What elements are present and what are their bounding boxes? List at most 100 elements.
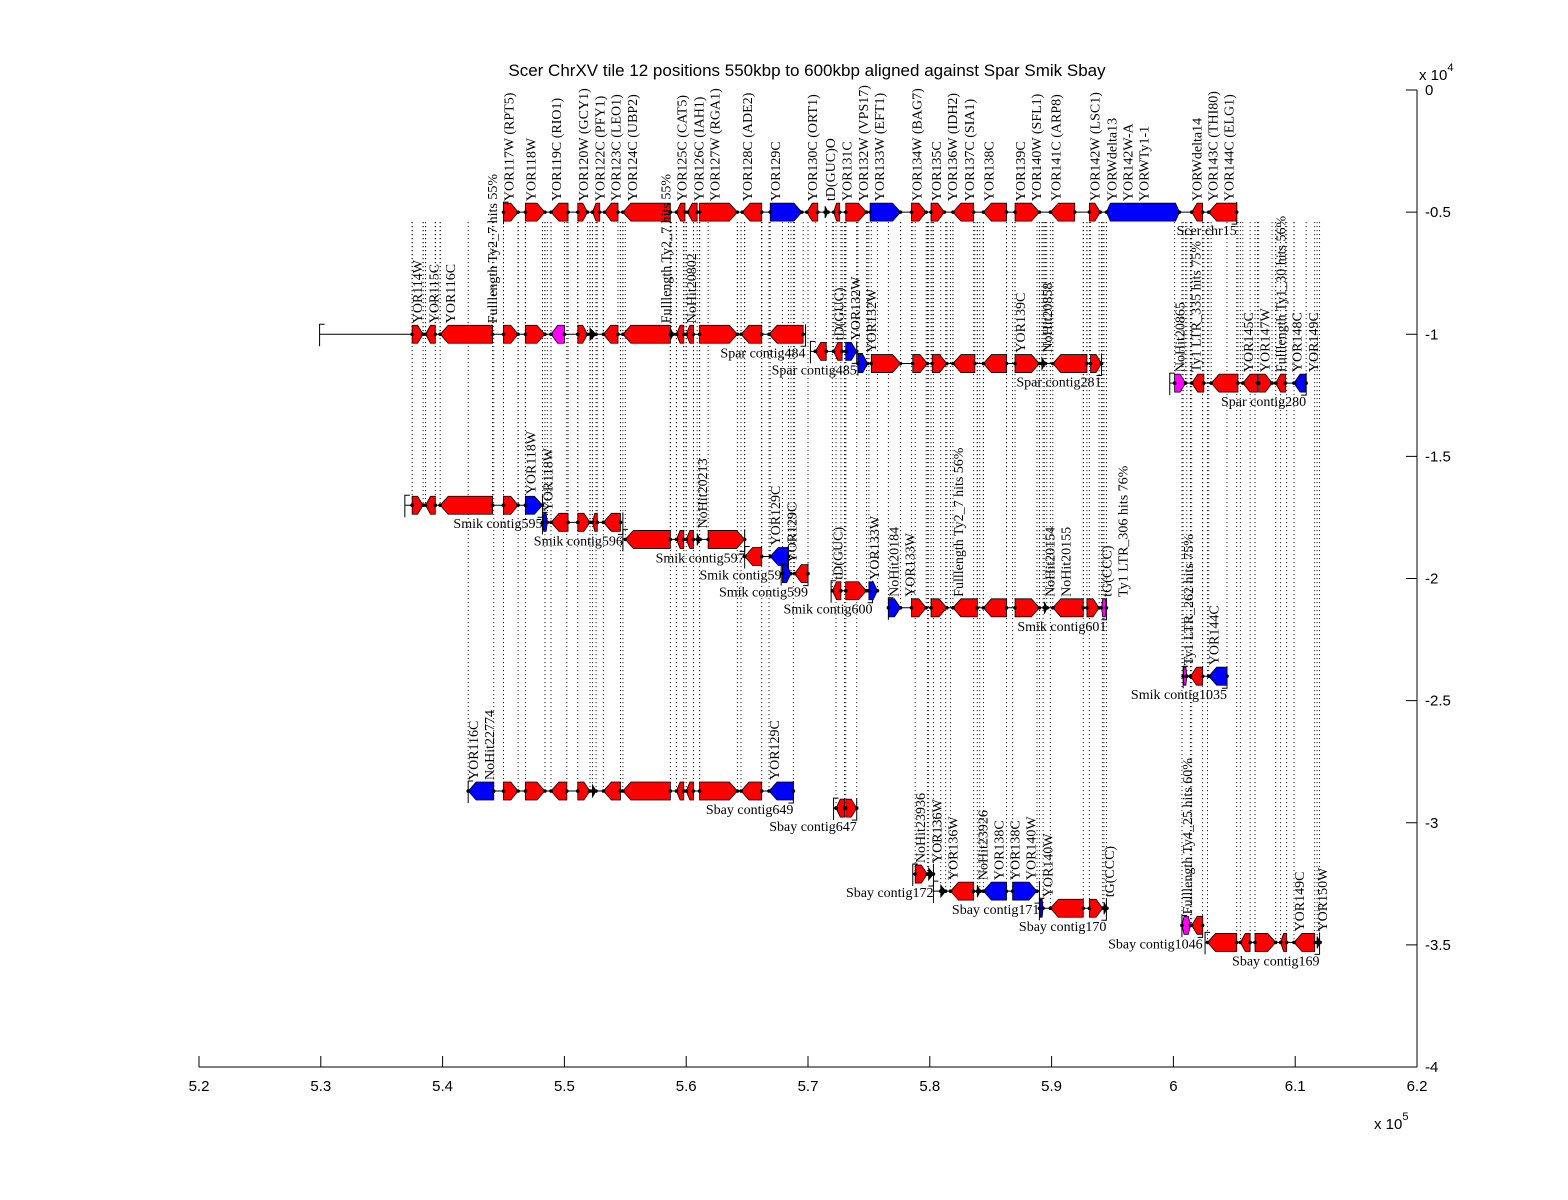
gene-boundary-dot — [759, 210, 764, 214]
gene-arrow — [550, 781, 568, 801]
gene-boundary-dot — [668, 210, 673, 214]
gene-boundary-dot — [909, 606, 914, 610]
x-tick-label: 5.8 — [919, 1078, 940, 1095]
gene-boundary-dot — [1278, 940, 1283, 945]
gene-arrow — [1189, 666, 1204, 686]
gene-boundary-dot — [1004, 889, 1009, 893]
contig-start-bracket — [932, 880, 939, 904]
gene-arrow — [622, 781, 671, 801]
contig-start-bracket — [1182, 665, 1189, 689]
contig-sbay-contig649: Sbay contig649 YOR116C NoHit22774 YOR129C — [466, 710, 796, 818]
gene-arrow — [1088, 202, 1101, 222]
gene-boundary-dot — [1072, 210, 1077, 214]
gene-boundary-dot — [834, 806, 838, 810]
gene-boundary-dot — [674, 210, 679, 214]
gene-boundary-dot — [739, 789, 743, 793]
gene-boundary-dot — [843, 588, 848, 593]
x-tick-label: 5.3 — [310, 1078, 331, 1095]
gene-boundary-dot — [1253, 940, 1257, 945]
gene-boundary-dot — [516, 210, 520, 214]
contig-spar-contig281: Spar contig281 YOR132W YOR139C NoHit20858 — [856, 283, 1104, 391]
gene-boundary-dot — [684, 789, 688, 793]
contig-spar-contig280: Spar contig280 NoHit20865 Ty1 LTR_335 hits… — [1169, 215, 1322, 410]
gene-boundary-dot — [590, 789, 595, 793]
gene-boundary-dot — [566, 210, 570, 214]
gene-arrow — [914, 864, 928, 884]
gene-boundary-dot — [565, 789, 569, 793]
gene-arrow — [602, 324, 619, 344]
gene-label: YOR138C — [1008, 820, 1023, 880]
contig-smik-contig601: Smik contig601 NoHit20184 YOR133W Fulllengt… — [886, 447, 1132, 635]
gene-boundary-dot — [1037, 606, 1042, 610]
gene-boundary-dot — [867, 588, 871, 593]
gene-arrow — [1090, 354, 1103, 373]
gene-boundary-dot — [791, 789, 796, 793]
y-tick-label: 0 — [1425, 82, 1433, 99]
gene-label: YOR128C (ADE2) — [741, 92, 756, 201]
gene-label: YOR118W — [524, 137, 539, 201]
gene-arrow — [1105, 202, 1180, 222]
gene-label: YOR144C — [1208, 605, 1223, 665]
gene-boundary-dot — [929, 606, 933, 610]
contig-start-bracket — [1181, 914, 1187, 938]
gene-boundary-dot — [1200, 923, 1205, 928]
gene-label: YOR140W — [1041, 833, 1056, 898]
gene-label: tD(GUC) — [833, 287, 848, 340]
gene-label: YOR116C — [467, 721, 482, 780]
gene-boundary-dot — [971, 889, 976, 893]
gene-boundary-dot — [549, 789, 553, 793]
gene-boundary-dot — [886, 606, 891, 610]
gene-label: YOR130C (ORT1) — [806, 94, 821, 201]
gene-boundary-dot — [668, 537, 673, 542]
gene-boundary-dot — [868, 210, 872, 214]
gene-boundary-dot — [826, 210, 830, 214]
gene-boundary-dot — [1035, 889, 1039, 893]
gene-boundary-dot — [1041, 906, 1045, 911]
contig-label: Smik contig595 — [453, 517, 542, 532]
contig-start-bracket — [809, 340, 816, 364]
contig-start-bracket — [467, 780, 474, 803]
gene-arrow — [740, 781, 763, 801]
gene-label: YOR136W — [947, 816, 962, 881]
gene-boundary-dot — [698, 537, 702, 542]
gene-boundary-dot — [423, 503, 428, 508]
gene-boundary-dot — [1013, 606, 1017, 610]
gene-boundary-dot — [1048, 906, 1053, 911]
gene-arrow — [1258, 373, 1273, 393]
gene-arrow — [707, 530, 746, 549]
gene-boundary-dot — [590, 210, 595, 214]
contig-sbay-contig647: Sbay contig647 — [769, 797, 859, 835]
gene-boundary-dot — [1181, 674, 1185, 678]
contig-start-bracket — [622, 528, 628, 552]
gene-label: NoHit20213 — [696, 458, 711, 528]
gene-boundary-dot — [981, 606, 986, 610]
contig-label: Sbay contig1046 — [1108, 937, 1203, 952]
gene-boundary-dot — [898, 210, 903, 214]
y-tick-label: -3 — [1425, 815, 1438, 832]
gene-boundary-dot — [1284, 940, 1289, 945]
gene-arrow — [931, 354, 948, 373]
gene-boundary-dot — [909, 210, 914, 214]
gene-label: YOR129C — [768, 720, 783, 780]
x-tick-label: 6 — [1169, 1078, 1177, 1095]
gene-label: YORWTy1-1 — [1137, 126, 1152, 201]
gene-arrow — [741, 202, 763, 222]
gene-boundary-dot — [523, 503, 528, 508]
gene-boundary-dot — [684, 332, 688, 337]
gene-boundary-dot — [815, 210, 820, 214]
x-tick-label: 5.5 — [554, 1078, 575, 1095]
gene-boundary-dot — [1105, 906, 1109, 911]
gene-boundary-dot — [945, 606, 949, 610]
gene-arrow — [467, 781, 495, 801]
gene-label: NoHit20802 — [685, 253, 700, 323]
gene-label: YOR114W — [411, 259, 426, 323]
gene-label: YOR127W (RGA1) — [709, 88, 724, 201]
x-tick-label: 6.2 — [1407, 1078, 1428, 1095]
gene-boundary-dot — [823, 210, 827, 214]
gene-boundary-dot — [590, 520, 595, 525]
gene-boundary-dot — [1189, 923, 1194, 928]
gene-boundary-dot — [575, 789, 580, 793]
x-tick-label: 5.6 — [676, 1078, 697, 1095]
gene-boundary-dot — [516, 503, 520, 508]
gene-arrow — [1210, 373, 1239, 393]
